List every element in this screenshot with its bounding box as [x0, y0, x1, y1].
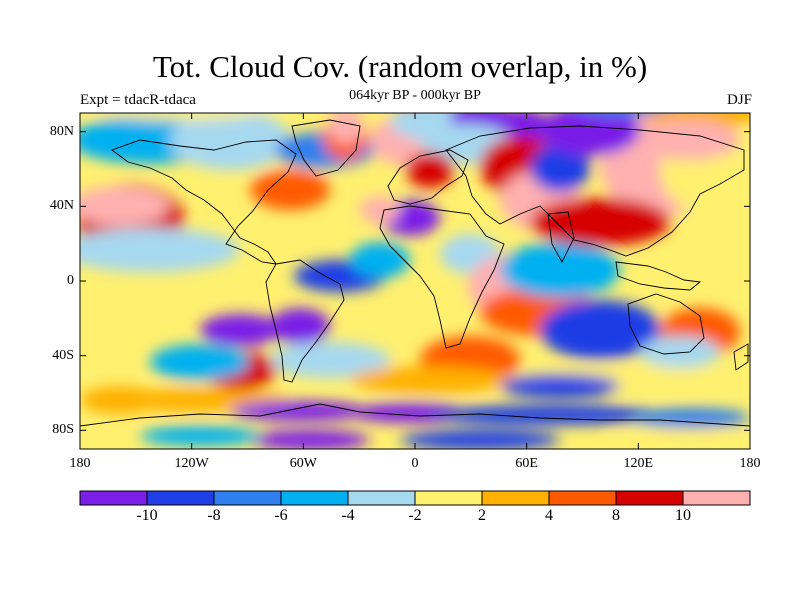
new-zealand-coast: [733, 343, 749, 371]
anomaly-region-46: [270, 342, 390, 378]
colorbar-swatch: [615, 490, 684, 506]
colorbar-swatch: [79, 490, 148, 506]
anomaly-region-54: [250, 430, 370, 449]
south-america-coast: [265, 259, 345, 383]
anomaly-region-56: [610, 430, 750, 449]
asia-coast: [445, 125, 745, 257]
colorbar-swatch: [481, 490, 550, 506]
y-tick-label: 80N: [49, 123, 74, 139]
y-tick-label: 40N: [49, 198, 74, 214]
anomaly-region-38: [500, 242, 620, 298]
anomaly-region-15: [80, 186, 170, 226]
anomaly-region-31: [588, 113, 652, 116]
anomaly-region-33: [350, 242, 410, 278]
anomaly-region-45: [150, 344, 250, 380]
colorbar-label: 10: [675, 507, 691, 524]
x-tick-label: 60W: [289, 456, 317, 471]
anomaly-region-63: [500, 374, 620, 398]
anomaly-region-1: [86, 38, 154, 66]
anomaly-region-6: [210, 38, 290, 78]
anomaly-region-29: [640, 120, 740, 160]
y-tick-label: 80S: [52, 422, 74, 438]
anomaly-region-47: [350, 366, 510, 394]
anomaly-region-62: [360, 196, 400, 224]
anomaly-region-16: [80, 228, 240, 272]
coastlines: [80, 119, 750, 427]
anomaly-region-58: [80, 386, 160, 414]
antarctica-coast: [80, 403, 750, 427]
colorbar-label: -10: [136, 507, 158, 524]
colorbar-swatch: [548, 490, 617, 506]
period-label: 064kyr BP - 000kyr BP: [349, 88, 481, 103]
anomaly-region-13: [328, 113, 364, 144]
x-tick-label: 120W: [174, 456, 209, 471]
anomaly-region-53: [630, 408, 750, 428]
colorbar-swatch: [213, 490, 282, 506]
anomaly-region-55: [400, 430, 560, 449]
anomaly-region-50: [230, 401, 370, 421]
x-tick-label: 180: [739, 456, 761, 471]
anomaly-region-42: [270, 308, 330, 344]
europe-coast: [387, 149, 469, 205]
experiment-label: Expt = tdacR-tdaca: [80, 92, 196, 108]
australia-coast: [627, 293, 705, 355]
season-label: DJF: [726, 92, 752, 108]
southeast-asia-islands: [615, 261, 702, 291]
anomaly-region-17: [407, 113, 433, 116]
anomaly-field: [54, 4, 750, 449]
colorbar-label: -2: [408, 507, 422, 524]
anomaly-region-43: [200, 314, 280, 346]
colorbar-swatch: [414, 490, 483, 506]
anomaly-region-64: [406, 152, 454, 188]
colorbar-label: 4: [545, 507, 553, 524]
anomaly-region-3: [84, 20, 216, 104]
anomaly-region-30: [540, 113, 640, 156]
anomaly-region-0: [54, 38, 106, 74]
anomaly-region-60: [640, 336, 720, 368]
anomaly-region-10: [170, 34, 230, 54]
x-tick-label: 0: [411, 456, 419, 471]
x-tick-label: 180: [69, 456, 91, 471]
tick-marks: [79, 113, 751, 449]
anomaly-region-9: [96, 113, 264, 120]
anomaly-region-40: [530, 198, 670, 246]
anomaly-region-5: [170, 48, 250, 80]
colorbar-label: -6: [274, 507, 288, 524]
colorbar-label: 2: [478, 507, 486, 524]
anomaly-region-57: [140, 426, 260, 446]
greenland-coast: [291, 119, 361, 177]
anomaly-region-8: [170, 113, 290, 170]
y-tick-label: 0: [67, 273, 74, 288]
colorbar-swatch: [347, 490, 416, 506]
colorbar-swatch: [682, 490, 751, 506]
anomaly-region-2: [70, 4, 190, 48]
colorbar: [79, 490, 751, 506]
x-tick-label: 120E: [623, 456, 654, 471]
anomaly-region-61: [250, 170, 330, 210]
colorbar-swatch: [280, 490, 349, 506]
x-tick-label: 60E: [515, 456, 538, 471]
y-tick-label: 40S: [52, 347, 74, 363]
colorbar-label: -4: [341, 507, 355, 524]
north-america-coast: [111, 139, 297, 265]
colorbar-label: -8: [207, 507, 221, 524]
chart-title: Tot. Cloud Cov. (random overlap, in %): [152, 49, 648, 84]
anomaly-region-39: [540, 300, 660, 360]
anomaly-region-4: [124, 14, 216, 58]
anomaly-region-25: [530, 144, 590, 192]
colorbar-label: 8: [612, 507, 620, 524]
india-coast: [547, 211, 575, 263]
colorbar-swatch: [146, 490, 215, 506]
africa-coast: [379, 205, 505, 349]
